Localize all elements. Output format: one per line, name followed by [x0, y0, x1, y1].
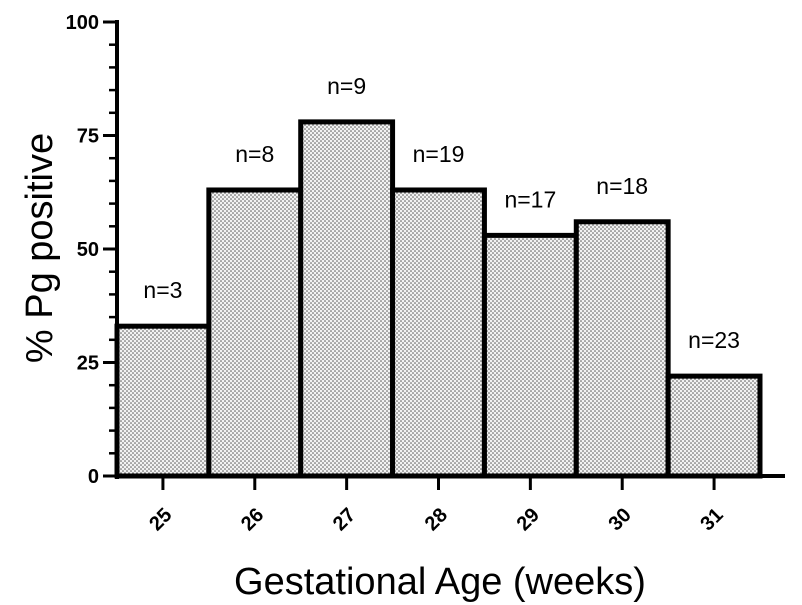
x-tick-label-31: 31	[696, 504, 727, 535]
x-tick-label-27: 27	[329, 504, 360, 535]
y-axis: 0 25 50 75 100	[66, 12, 119, 488]
bars-group: n=3 n=8 n=9 n=19 n=17 n=18 n=23	[114, 73, 763, 479]
x-axis: 25 26 27 28 29 30 31	[115, 474, 785, 535]
n-label-25: n=3	[143, 277, 182, 303]
n-label-27: n=9	[327, 73, 366, 99]
n-label-26: n=8	[235, 141, 274, 167]
bar-30	[573, 219, 671, 479]
bar-27	[298, 119, 396, 479]
bar-28	[390, 187, 487, 479]
bar-26	[206, 187, 304, 479]
n-label-30: n=18	[596, 173, 648, 199]
bar-31	[665, 373, 763, 479]
x-tick-label-28: 28	[421, 504, 452, 535]
y-axis-title: % Pg positive	[19, 133, 61, 363]
y-tick-label-75: 75	[77, 126, 99, 148]
x-tick-label-29: 29	[513, 504, 544, 535]
y-tick-label-25: 25	[77, 353, 99, 375]
x-tick-label-25: 25	[145, 504, 176, 535]
x-tick-label-26: 26	[237, 504, 268, 535]
bar-25	[114, 323, 212, 479]
n-label-28: n=19	[413, 141, 465, 167]
bar-29	[481, 232, 579, 479]
y-tick-label-100: 100	[66, 12, 99, 34]
y-tick-label-50: 50	[77, 239, 99, 261]
x-tick-label-30: 30	[604, 504, 635, 535]
n-label-29: n=17	[504, 186, 556, 212]
n-label-31: n=23	[688, 327, 740, 353]
x-axis-title: Gestational Age (weeks)	[234, 561, 646, 603]
y-tick-label-0: 0	[88, 466, 99, 488]
